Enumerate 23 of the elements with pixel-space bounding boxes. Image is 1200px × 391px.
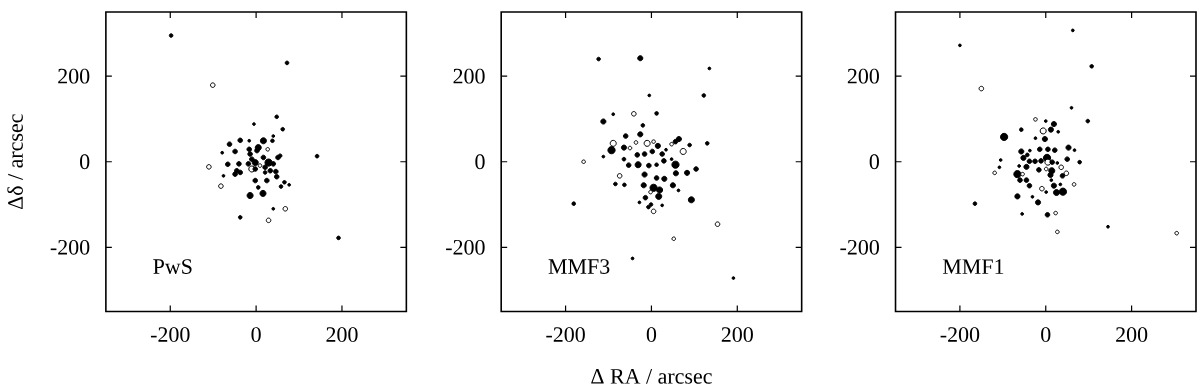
x-tick-label: 0 [646, 327, 657, 342]
x-tick-label: 200 [721, 327, 753, 342]
x-tick-label: 0 [251, 327, 261, 342]
x-axis-title: Δ RA / arcsec [591, 369, 712, 384]
y-axis-title: Δδ / arcsec [7, 114, 23, 210]
x-tick-label: -200 [940, 327, 980, 342]
y-tick-label: 0 [475, 154, 485, 170]
y-tick-label: 200 [58, 68, 90, 84]
y-tick-label: 200 [453, 68, 485, 84]
annotation: MMF1 [942, 259, 1004, 274]
y-tick-label: -200 [840, 239, 879, 255]
x-tick-label: 200 [326, 327, 358, 342]
y-tick-label: 200 [847, 68, 879, 84]
annotation: MMF3 [548, 259, 610, 274]
x-tick-label: 200 [1116, 327, 1148, 342]
x-tick-label: 0 [1041, 327, 1051, 342]
y-tick-label: -200 [50, 239, 90, 255]
annotation: PwS [153, 259, 192, 274]
x-tick-label: -200 [546, 327, 585, 342]
y-tick-label: 0 [869, 154, 879, 170]
x-tick-label: -200 [150, 327, 190, 342]
y-tick-label: 0 [80, 154, 90, 170]
y-tick-label: -200 [446, 239, 485, 255]
